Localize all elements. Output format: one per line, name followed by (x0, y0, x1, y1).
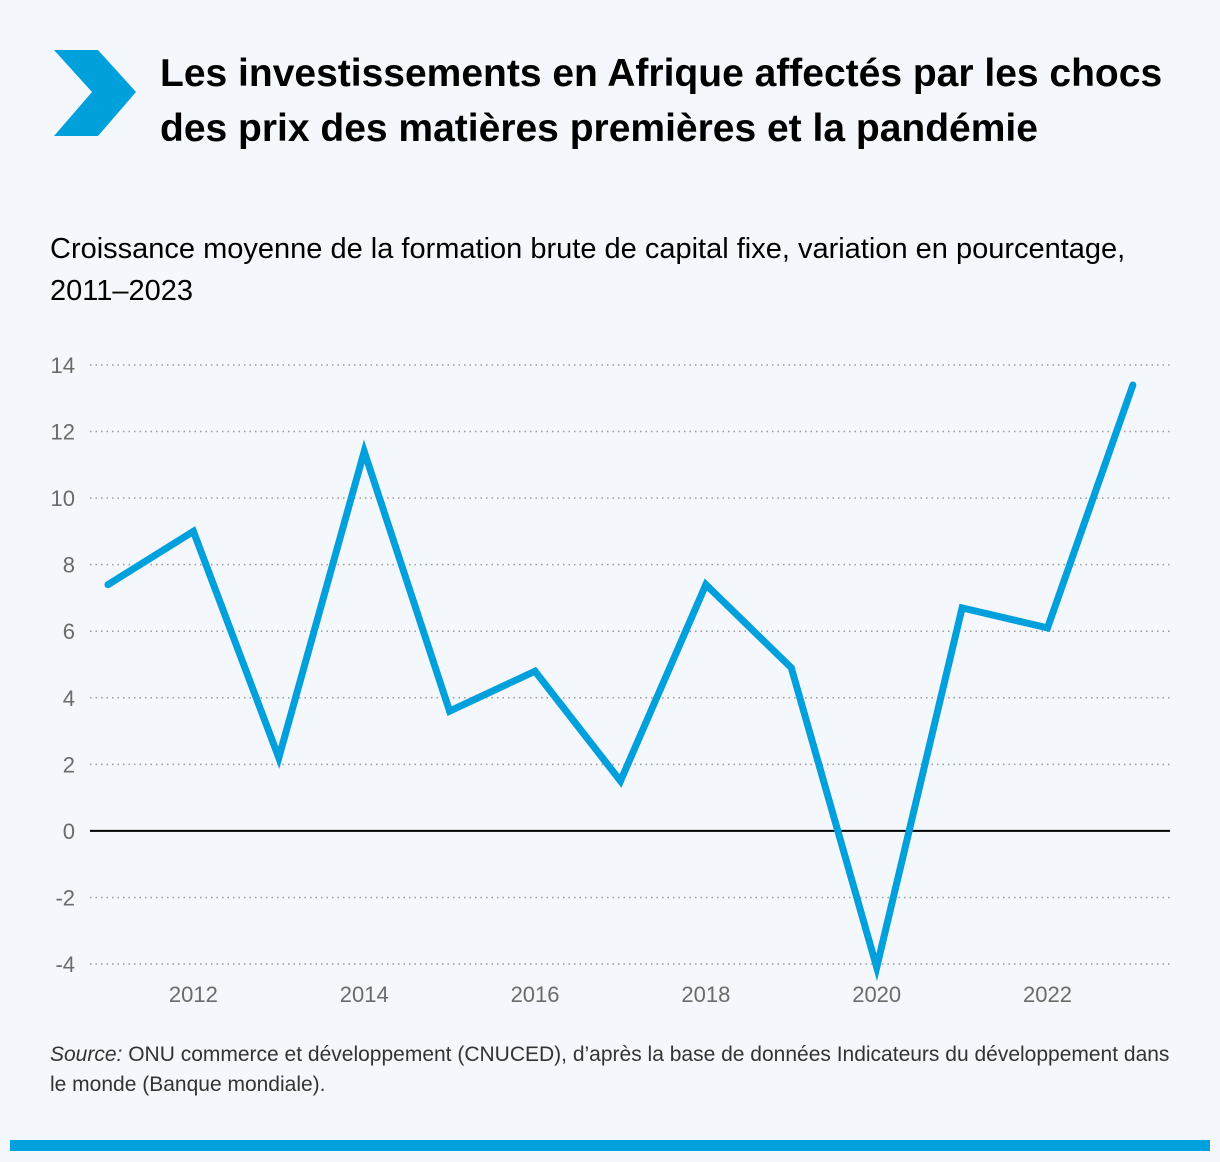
data-point (873, 963, 881, 971)
y-tick-label: 2 (63, 752, 75, 777)
source-label: Source: (50, 1043, 123, 1066)
line-chart: 14 12 10 8 6 4 2 0 -2 -4 2012 2014 2016 2018 2020 2022 (51, 353, 1170, 1007)
source-note: Source: ONU commerce et développement (C… (50, 1040, 1170, 1100)
bottom-accent-bar (10, 1140, 1210, 1151)
data-point (1044, 624, 1052, 632)
y-tick-label: 8 (63, 553, 75, 578)
x-tick-label: 2022 (1023, 982, 1072, 1007)
data-point (104, 581, 112, 589)
x-tick-label: 2016 (511, 982, 560, 1007)
source-text: ONU commerce et développement (CNUCED), … (50, 1043, 1170, 1096)
data-point (1129, 381, 1137, 389)
x-tick-label: 2020 (852, 982, 901, 1007)
y-tick-label: 0 (63, 819, 75, 844)
x-tick-label: 2012 (169, 982, 218, 1007)
y-tick-label: 6 (63, 619, 75, 644)
chevron-right-icon (54, 50, 136, 136)
gridlines (90, 364, 1170, 965)
series-layer (104, 381, 1137, 982)
data-point (360, 448, 368, 456)
y-tick-label: 4 (63, 686, 75, 711)
data-point (958, 604, 966, 612)
x-axis-ticks: 2012 2014 2016 2018 2020 2022 (169, 982, 1072, 1007)
x-tick-label: 2014 (340, 982, 389, 1007)
y-tick-label: 12 (51, 420, 75, 445)
data-point (275, 754, 283, 762)
chart-title: Les investissements en Afrique affectés … (160, 52, 1163, 150)
data-point (616, 777, 624, 785)
series-line (106, 383, 1137, 982)
data-point (446, 707, 454, 715)
x-tick-label: 2018 (681, 982, 730, 1007)
y-axis-ticks: 14 12 10 8 6 4 2 0 -2 -4 (51, 353, 75, 977)
data-point (702, 581, 710, 589)
y-tick-label: 10 (51, 486, 75, 511)
data-point (189, 527, 197, 535)
data-point (787, 664, 795, 672)
chart-subtitle: Croissance moyenne de la formation brute… (50, 233, 1126, 307)
y-tick-label: -4 (55, 952, 75, 977)
y-tick-label: 14 (51, 353, 75, 378)
y-tick-label: -2 (55, 885, 75, 910)
data-point (531, 667, 539, 675)
